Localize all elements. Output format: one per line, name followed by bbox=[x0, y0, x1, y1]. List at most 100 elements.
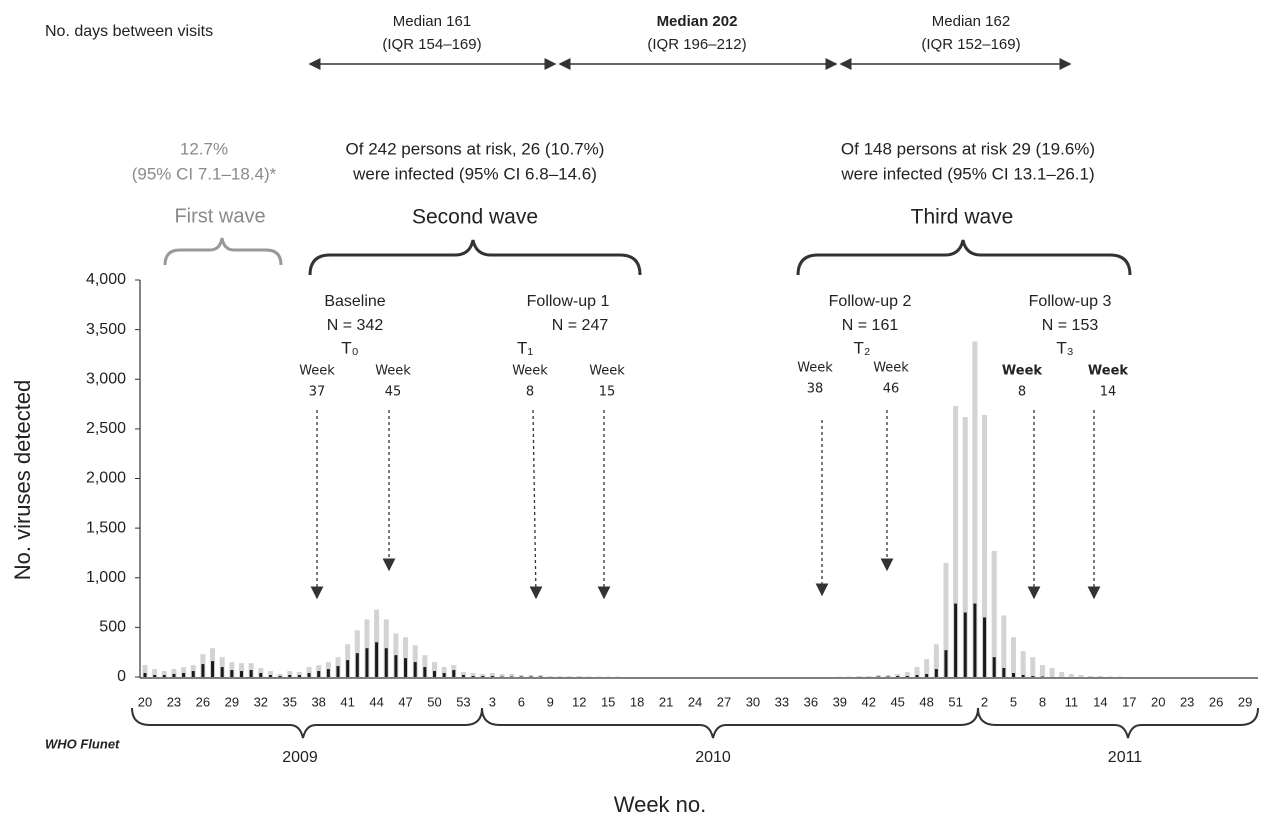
bar bbox=[191, 671, 195, 677]
bar bbox=[1011, 637, 1016, 677]
week-num: 37 bbox=[309, 385, 326, 400]
x-tick-label: 27 bbox=[717, 694, 731, 709]
x-tick-label: 48 bbox=[919, 694, 933, 709]
interval-iqr: (IQR 196–212) bbox=[647, 36, 746, 53]
bar bbox=[306, 667, 312, 677]
wave-text: 12.7% bbox=[180, 139, 228, 158]
bar bbox=[143, 673, 147, 677]
y-tick-label: 2,500 bbox=[86, 420, 126, 437]
bar bbox=[375, 642, 379, 677]
week-word: Week bbox=[1002, 364, 1043, 379]
bar bbox=[326, 669, 330, 677]
x-tick-label: 39 bbox=[833, 694, 847, 709]
bar bbox=[1001, 615, 1007, 677]
bar bbox=[412, 645, 418, 677]
bar bbox=[433, 671, 436, 677]
x-tick-label: 6 bbox=[518, 694, 525, 709]
bar bbox=[211, 661, 215, 677]
x-tick-label: 5 bbox=[1010, 694, 1017, 709]
x-tick-label: 23 bbox=[167, 694, 181, 709]
bar bbox=[925, 674, 929, 677]
x-tick-label: 3 bbox=[489, 694, 496, 709]
bar bbox=[1049, 668, 1055, 677]
bar bbox=[460, 672, 466, 677]
bar bbox=[403, 637, 409, 677]
week-word: Week bbox=[512, 364, 548, 379]
bar bbox=[1068, 674, 1074, 677]
x-tick-label: 44 bbox=[369, 694, 383, 709]
bar bbox=[914, 667, 920, 677]
bar bbox=[365, 648, 369, 677]
x-tick-label: 42 bbox=[862, 694, 876, 709]
visit-arrows bbox=[310, 409, 1101, 600]
bar bbox=[481, 676, 485, 677]
week-num: 46 bbox=[883, 382, 900, 397]
bar bbox=[1002, 668, 1006, 677]
bar bbox=[384, 648, 388, 677]
bar bbox=[856, 676, 862, 677]
bar bbox=[934, 669, 938, 677]
week-word: Week bbox=[873, 361, 909, 376]
bar bbox=[1039, 665, 1045, 677]
x-tick-label: 41 bbox=[340, 694, 354, 709]
bar bbox=[413, 662, 417, 677]
x-tick-label: 17 bbox=[1122, 694, 1136, 709]
wave-braces bbox=[163, 237, 1132, 276]
bar bbox=[576, 676, 582, 677]
bar bbox=[489, 673, 495, 677]
bar bbox=[404, 658, 408, 677]
bar bbox=[1088, 676, 1094, 677]
visit-n: N = 153 bbox=[1042, 317, 1099, 334]
x-tick-label: 18 bbox=[630, 694, 644, 709]
bar bbox=[962, 416, 968, 677]
y-tick-label: 1,000 bbox=[86, 569, 126, 586]
week-num: 15 bbox=[599, 385, 616, 400]
bar bbox=[490, 676, 494, 677]
interval-median: Median 202 bbox=[657, 13, 738, 30]
interval-median: Median 162 bbox=[932, 13, 1010, 30]
week-word: Week bbox=[299, 364, 335, 379]
visit-label: Follow-up 1 bbox=[527, 293, 610, 310]
x-tick-label: 15 bbox=[601, 694, 615, 709]
x-tick-label: 45 bbox=[890, 694, 904, 709]
bar bbox=[944, 650, 948, 677]
y-tick-label: 0 bbox=[117, 668, 126, 685]
bar bbox=[239, 663, 244, 677]
interval-iqr: (IQR 152–169) bbox=[921, 36, 1020, 53]
bar bbox=[258, 668, 264, 677]
bar bbox=[528, 675, 534, 677]
bar bbox=[943, 562, 949, 677]
interval-iqr: (IQR 154–169) bbox=[382, 36, 481, 53]
bar bbox=[172, 674, 176, 677]
x-tick-label: 2 bbox=[981, 694, 988, 709]
bar bbox=[509, 674, 515, 677]
bar bbox=[317, 671, 321, 677]
x-tick-label: 47 bbox=[398, 694, 412, 709]
x-tick-label: 51 bbox=[948, 694, 962, 709]
y-tick-label: 4,000 bbox=[86, 271, 126, 288]
bar bbox=[152, 669, 158, 677]
x-tick-label: 9 bbox=[547, 694, 554, 709]
x-tick-label: 38 bbox=[311, 694, 325, 709]
week-word: Week bbox=[589, 364, 625, 379]
bar bbox=[992, 657, 996, 677]
bar bbox=[1078, 675, 1084, 677]
visit-n: N = 247 bbox=[552, 317, 609, 334]
year-label: 2011 bbox=[1108, 749, 1143, 766]
week-num: 8 bbox=[526, 385, 534, 400]
bar bbox=[355, 653, 359, 677]
bar bbox=[423, 667, 427, 677]
bar bbox=[973, 603, 977, 677]
x-tick-label: 21 bbox=[659, 694, 673, 709]
bar bbox=[896, 676, 900, 677]
bar bbox=[1097, 676, 1103, 677]
bar bbox=[953, 406, 959, 677]
bar bbox=[201, 664, 205, 677]
bar bbox=[249, 670, 253, 677]
bar bbox=[924, 659, 930, 677]
bar bbox=[915, 675, 919, 677]
bar bbox=[895, 674, 901, 677]
wave-text: were infected (95% CI 6.8–14.6) bbox=[352, 164, 597, 183]
bar bbox=[432, 662, 437, 677]
bar bbox=[567, 676, 573, 677]
